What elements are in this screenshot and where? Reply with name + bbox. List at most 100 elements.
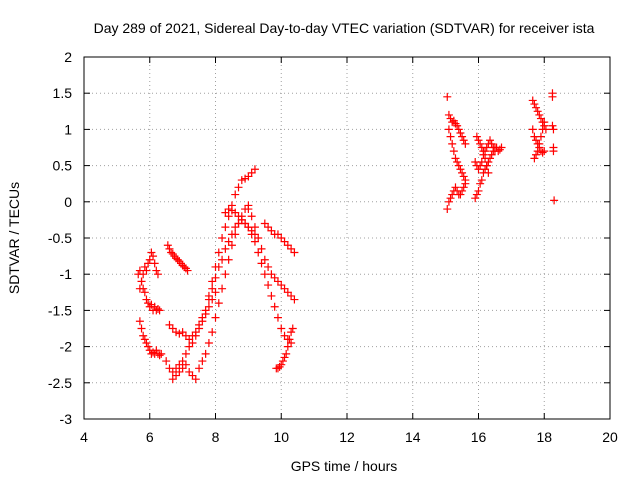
- data-point: [195, 320, 204, 329]
- series-arc-21: [530, 118, 549, 163]
- axis-ticks: [83, 56, 611, 420]
- data-point: [290, 295, 299, 304]
- data-point: [456, 129, 465, 138]
- data-point: [139, 270, 148, 279]
- data-point: [536, 114, 545, 123]
- y-tick-label: 0.5: [53, 158, 73, 174]
- data-point: [165, 320, 174, 329]
- data-point: [474, 136, 483, 145]
- data-point: [459, 172, 468, 181]
- data-point: [188, 331, 197, 340]
- data-point: [211, 262, 220, 271]
- data-point: [287, 338, 296, 347]
- data-point: [260, 255, 269, 264]
- data-point: [477, 176, 486, 185]
- data-point: [287, 328, 296, 337]
- data-point: [145, 255, 154, 264]
- data-point: [456, 165, 465, 174]
- data-point: [180, 262, 189, 271]
- data-point: [472, 132, 481, 141]
- data-point: [288, 324, 297, 333]
- data-point: [535, 110, 544, 119]
- data-point: [484, 168, 493, 177]
- data-point: [287, 291, 296, 300]
- series-arc-3: [135, 248, 162, 293]
- data-point: [137, 324, 146, 333]
- data-point: [135, 284, 144, 293]
- data-point: [237, 176, 246, 185]
- data-point: [208, 277, 217, 286]
- data-point: [185, 335, 194, 344]
- data-point: [476, 179, 485, 188]
- data-point: [451, 183, 460, 192]
- data-point: [290, 248, 299, 257]
- data-point: [282, 349, 291, 358]
- x-tick-label: 18: [536, 429, 552, 445]
- data-point: [244, 205, 253, 214]
- data-point: [448, 118, 457, 127]
- series-arc-17: [471, 136, 499, 174]
- data-point: [454, 125, 463, 134]
- data-point: [211, 288, 220, 297]
- data-point: [163, 241, 172, 250]
- data-point: [188, 338, 197, 347]
- x-tick-label: 6: [146, 429, 154, 445]
- data-point: [273, 230, 282, 239]
- data-point: [471, 194, 480, 203]
- data-point: [487, 150, 496, 159]
- data-point: [477, 157, 486, 166]
- data-point: [260, 219, 269, 228]
- data-point: [153, 304, 162, 313]
- data-point: [443, 92, 452, 101]
- data-point: [490, 147, 499, 156]
- data-point: [144, 299, 153, 308]
- data-point: [444, 125, 453, 134]
- y-tick-label: -1: [60, 266, 73, 282]
- data-point: [175, 367, 184, 376]
- data-point: [204, 302, 213, 311]
- data-point: [278, 357, 287, 366]
- series-arc-19: [528, 96, 550, 134]
- data-point: [231, 208, 240, 217]
- x-tick-label: 8: [212, 429, 220, 445]
- y-tick-labels: -3 -2.5 -2 -1.5 -1 -0.5 0 0.5 1 1.5 2: [48, 49, 72, 427]
- data-point: [461, 139, 470, 148]
- y-tick-label: -3: [60, 411, 73, 427]
- data-point: [208, 328, 217, 337]
- data-point: [264, 223, 273, 232]
- data-point: [280, 237, 289, 246]
- data-point: [198, 357, 207, 366]
- data-point: [283, 342, 292, 351]
- data-point: [227, 241, 236, 250]
- data-point: [497, 143, 506, 152]
- series-arc-13: [443, 92, 470, 148]
- data-point: [443, 205, 452, 214]
- data-point: [530, 100, 539, 109]
- data-point: [142, 295, 151, 304]
- data-point: [139, 331, 148, 340]
- data-point: [461, 179, 470, 188]
- y-tick-label: -1.5: [48, 302, 72, 318]
- series-arc-18: [472, 132, 493, 177]
- data-point: [195, 364, 204, 373]
- data-point: [532, 103, 541, 112]
- data-point: [487, 139, 496, 148]
- data-point: [185, 367, 194, 376]
- data-point: [185, 342, 194, 351]
- data-point: [178, 364, 187, 373]
- x-axis-label: GPS time / hours: [291, 458, 398, 474]
- data-point: [458, 186, 467, 195]
- data-point: [149, 252, 158, 261]
- data-point: [481, 154, 490, 163]
- data-point: [459, 136, 468, 145]
- data-point: [224, 205, 233, 214]
- data-point: [254, 248, 263, 257]
- data-point: [214, 248, 223, 257]
- data-point: [147, 248, 156, 257]
- data-point: [168, 375, 177, 384]
- data-point: [221, 244, 230, 253]
- data-point: [548, 92, 557, 101]
- x-tick-label: 14: [405, 429, 421, 445]
- series-arc-2: [135, 317, 166, 360]
- data-point: [477, 143, 486, 152]
